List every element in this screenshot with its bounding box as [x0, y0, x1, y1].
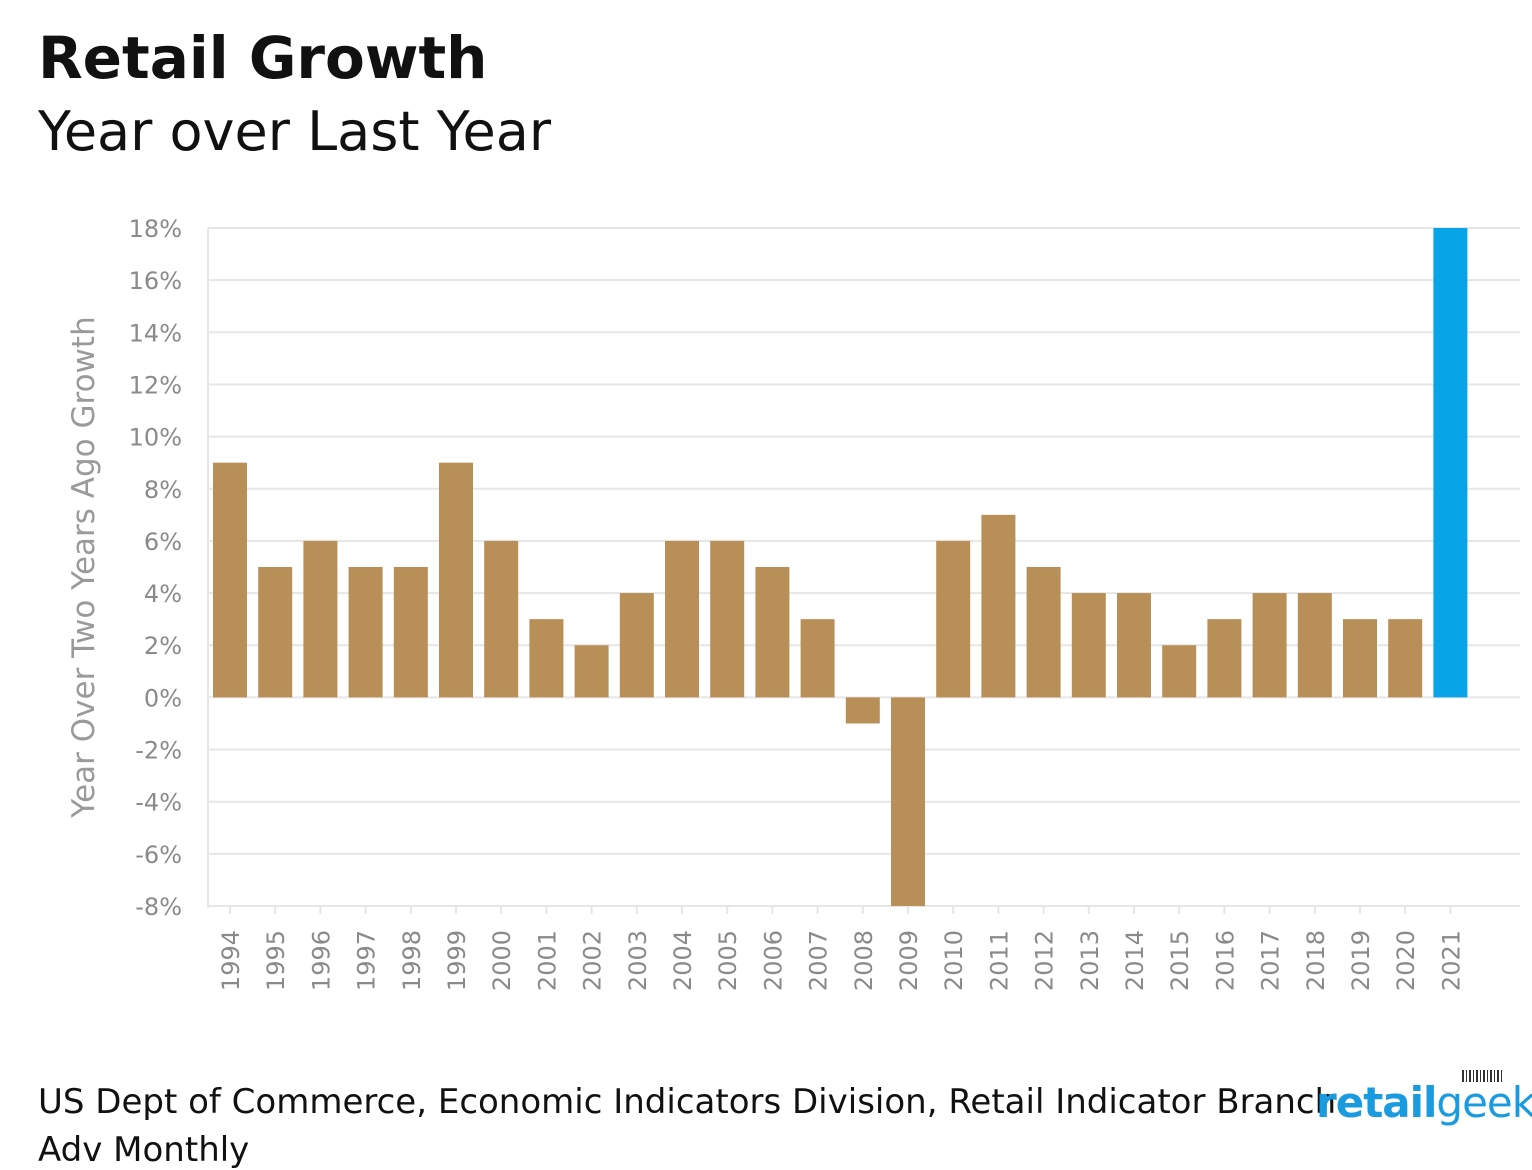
y-axis-title: Year Over Two Years Ago Growth — [66, 316, 102, 818]
barcode-icon — [1462, 1070, 1502, 1082]
logo-part-retail: retail — [1316, 1078, 1437, 1127]
bar-2015 — [1162, 645, 1197, 698]
x-tick-label: 2003 — [624, 930, 652, 991]
bar-1999 — [439, 462, 473, 698]
bar-2013 — [1071, 593, 1106, 698]
source-note: US Dept of Commerce, Economic Indicators… — [38, 1082, 1337, 1122]
y-tick-label: 12% — [129, 371, 182, 399]
x-tick-label: 1998 — [398, 930, 426, 991]
bar-1997 — [348, 567, 383, 698]
x-tick-label: 2015 — [1166, 930, 1194, 991]
bar-2001 — [529, 619, 564, 698]
bar-2019 — [1343, 619, 1377, 698]
y-tick-label: 0% — [144, 684, 182, 712]
bar-2007 — [800, 619, 835, 698]
source-note-line2: Adv Monthly — [38, 1130, 250, 1170]
x-tick-label: 1999 — [443, 930, 471, 991]
x-tick-label: 2002 — [579, 930, 607, 991]
bar-2005 — [710, 540, 745, 698]
x-tick-label: 1997 — [353, 930, 381, 991]
y-tick-label: 2% — [144, 632, 182, 660]
x-tick-label: 2010 — [940, 930, 968, 991]
y-tick-label: 18% — [129, 215, 182, 243]
bar-2018 — [1297, 593, 1332, 698]
bar-2016 — [1207, 619, 1242, 698]
bar-2017 — [1252, 593, 1287, 698]
bar-2014 — [1117, 593, 1151, 698]
y-tick-label: 6% — [144, 528, 182, 556]
x-tick-label: 2009 — [895, 930, 923, 991]
x-tick-label: 2014 — [1121, 930, 1149, 991]
bar-2012 — [1026, 567, 1061, 698]
y-tick-label: -8% — [135, 893, 182, 921]
x-tick-label: 2021 — [1437, 930, 1465, 991]
chart-subtitle: Year over Last Year — [38, 100, 552, 163]
bar-1996 — [303, 540, 338, 698]
x-tick-label: 2019 — [1347, 930, 1375, 991]
bar-2004 — [665, 540, 699, 698]
y-tick-label: 10% — [129, 424, 182, 452]
bar-2003 — [619, 593, 654, 698]
bar-2008 — [845, 697, 880, 724]
y-tick-label: -6% — [135, 841, 182, 869]
x-tick-label: 2007 — [805, 930, 833, 991]
x-tick-label: 2013 — [1076, 930, 1104, 991]
x-tick-label: 2011 — [985, 930, 1013, 991]
bar-chart: 18% 16% 14% 12% 10% 8% 6% 4% 2% 0% -2% -4% -6% -8% Yea… — [66, 215, 1520, 991]
x-tick-label: 2004 — [669, 930, 697, 991]
bar-2010 — [936, 540, 971, 698]
bar-2002 — [574, 645, 609, 698]
x-tick-label: 1996 — [307, 930, 335, 991]
y-tick-label: -4% — [135, 789, 182, 817]
logo-part-geek: geek — [1436, 1078, 1532, 1127]
bar-2009 — [891, 697, 925, 906]
bar-2000 — [484, 540, 519, 698]
y-tick-label: 8% — [144, 476, 182, 504]
bar-1998 — [393, 567, 428, 698]
x-tick-label: 1994 — [217, 930, 245, 991]
y-tick-label: -2% — [135, 737, 182, 765]
chart-title: Retail Growth — [38, 24, 488, 92]
x-tick-label: 2018 — [1302, 930, 1330, 991]
x-tick-label: 2008 — [850, 930, 878, 991]
bar-2020 — [1388, 619, 1423, 698]
x-tick-label: 2001 — [533, 930, 561, 991]
bar-2011 — [981, 514, 1016, 698]
bar-2006 — [755, 567, 790, 698]
retailgeek-logo: retailgeek — [1316, 1078, 1532, 1127]
x-tick-label: 2020 — [1392, 930, 1420, 991]
bar-1995 — [258, 567, 293, 698]
x-tick-label: 2005 — [714, 930, 742, 991]
x-tick-label: 2006 — [759, 930, 787, 991]
y-tick-label: 4% — [144, 580, 182, 608]
x-tick-label: 2000 — [488, 930, 516, 991]
x-tick-label: 1995 — [262, 930, 290, 991]
y-tick-label: 14% — [129, 319, 182, 347]
bar-2021 — [1433, 228, 1468, 698]
y-tick-label: 16% — [129, 267, 182, 295]
x-tick-label: 2016 — [1211, 930, 1239, 991]
bar-1994 — [213, 462, 247, 698]
x-tick-label: 2017 — [1257, 930, 1285, 991]
x-tick-label: 2012 — [1031, 930, 1059, 991]
